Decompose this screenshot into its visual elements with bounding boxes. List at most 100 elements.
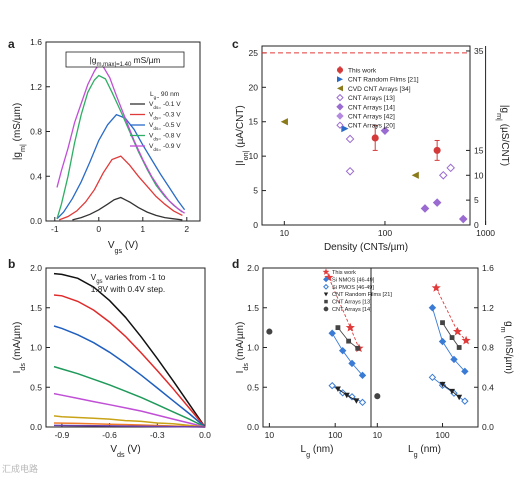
x-tick-label: 10 <box>265 430 275 440</box>
legend-entry: CNT Random Films [21] <box>332 292 392 298</box>
left-data-point <box>343 392 350 399</box>
left-data-point <box>346 338 352 344</box>
legend-entry: Si NMOS [46-49] <box>332 277 375 283</box>
text-run: |g <box>499 105 510 113</box>
legend-marker <box>322 268 330 275</box>
text-run: (mS/µm) <box>503 333 514 374</box>
legend-entry: This work <box>332 270 356 276</box>
legend-marker <box>323 292 329 297</box>
data-point-7 <box>411 171 419 179</box>
right-series-line-2 <box>431 307 466 372</box>
y-tick-label-right: 5 <box>474 195 479 205</box>
y-axis-label: Ids (mA/µm) <box>12 322 27 374</box>
subscript: ds <box>241 363 250 371</box>
subscript: ds= <box>153 115 161 121</box>
right-data-point <box>461 397 469 405</box>
subscript: on| <box>241 150 250 160</box>
legend-entry: Vds= -0.1 V <box>149 101 181 111</box>
y-axis-label: |gm| (mS/µm) <box>12 103 27 160</box>
text-run: I <box>12 371 23 374</box>
text-run: -0.1 V <box>161 101 181 108</box>
series-line-4 <box>53 365 206 428</box>
legend-marker <box>324 299 328 304</box>
text-run: |g <box>12 152 23 160</box>
annotation-text: |gm,max|=1.40 mS/µm <box>90 55 161 68</box>
y-tick-label-left: 5 <box>253 186 258 196</box>
legend-marker <box>337 76 343 83</box>
subscript: m| <box>18 144 27 152</box>
x-axis-label-left: Lg (nm) <box>301 444 334 459</box>
left-data-point <box>348 393 356 401</box>
legend-entry: CNT Arrays [42] <box>348 114 395 121</box>
text-run: (mS/µm) <box>12 103 23 144</box>
x-tick-label: -0.9 <box>55 430 70 440</box>
x-tick-label: 10 <box>280 228 290 238</box>
text-run: -0.8 V <box>161 133 181 140</box>
right-data-point <box>449 335 455 340</box>
text-run: I <box>235 371 246 374</box>
series-line-2 <box>53 294 206 428</box>
panel-label-c: c <box>232 37 239 51</box>
text-run: |g <box>90 55 97 65</box>
left-data-point <box>348 359 356 368</box>
x-axis-label: Vds (V) <box>110 444 140 459</box>
series-line-3 <box>56 113 186 220</box>
left-data-point <box>345 322 355 332</box>
right-series-line-5 <box>442 322 460 348</box>
subscript: ds <box>18 363 27 371</box>
series-line-5 <box>56 63 185 214</box>
y-tick-label-right: 1.2 <box>482 303 494 313</box>
legend-marker <box>323 283 329 290</box>
series-line-3 <box>53 325 206 428</box>
text-run: -0.9 V <box>161 143 181 150</box>
legend-title: Lg~ 90 nm <box>150 91 180 101</box>
x-tick-label: -0.3 <box>150 430 165 440</box>
right-data-point <box>440 320 445 326</box>
legend-entry: Si PMOS [46-49] <box>332 285 374 291</box>
legend-marker <box>336 93 344 102</box>
y-tick-label-left: 2.0 <box>247 263 259 273</box>
legend-entry: CNT Arrays [14] <box>348 104 395 111</box>
data-point-11 <box>432 198 442 207</box>
panel-d: d 10 10 100 100 0.0 0.5 1.0 1.5 2.0 0.0 0.4 0.8 1.2 1.… <box>232 257 514 459</box>
left-data-point <box>355 345 361 351</box>
annotation-line: Vgs varies from -1 to <box>91 272 166 285</box>
y-tick-label: 1.2 <box>30 82 42 92</box>
y-tick-label-right: 0.4 <box>482 382 494 392</box>
subscript: ds <box>117 450 125 459</box>
text-run: |I <box>235 160 246 165</box>
right-data-point <box>431 283 441 292</box>
legend-entry: CVD CNT Arrays [34] <box>348 86 411 93</box>
series-line-5 <box>53 392 206 428</box>
y-tick-label-left: 25 <box>249 48 259 58</box>
subscript: g <box>306 450 310 459</box>
text-run: -0.5 V <box>161 122 181 129</box>
right-data-point <box>439 381 446 388</box>
annotation-line: 1.8V with 0.4V step. <box>91 284 166 294</box>
y-tick-label: 0.0 <box>30 216 42 226</box>
text-run: L <box>150 91 154 98</box>
legend-entry: CNT Random Films [21] <box>348 77 419 84</box>
left-data-point <box>324 272 334 282</box>
y-tick-label-right: 35 <box>474 46 484 56</box>
text-run: (V) <box>122 240 138 251</box>
legend-marker <box>337 85 343 92</box>
series-line-1 <box>72 196 183 221</box>
left-data-point <box>338 346 347 355</box>
y-tick-label-right: 0.8 <box>482 343 494 353</box>
legend-entry: Vds= -0.9 V <box>149 143 181 153</box>
x-tick-label: -0.6 <box>102 430 117 440</box>
left-data-point <box>266 328 273 335</box>
text-run: V <box>149 112 154 119</box>
left-data-point <box>334 386 341 392</box>
legend-entry: Vds= -0.8 V <box>149 133 181 143</box>
subscript: gs <box>96 279 102 285</box>
text-run: Density (CNTs/µm) <box>324 242 408 253</box>
watermark-text: 汇成电路 <box>2 464 39 474</box>
y-axis-label-right: |gm| (µS/CNT) <box>496 105 511 166</box>
y-axis-label-left: Ids (mA/µm) <box>235 322 250 374</box>
legend-marker <box>336 121 344 129</box>
data-point-12 <box>446 163 455 173</box>
